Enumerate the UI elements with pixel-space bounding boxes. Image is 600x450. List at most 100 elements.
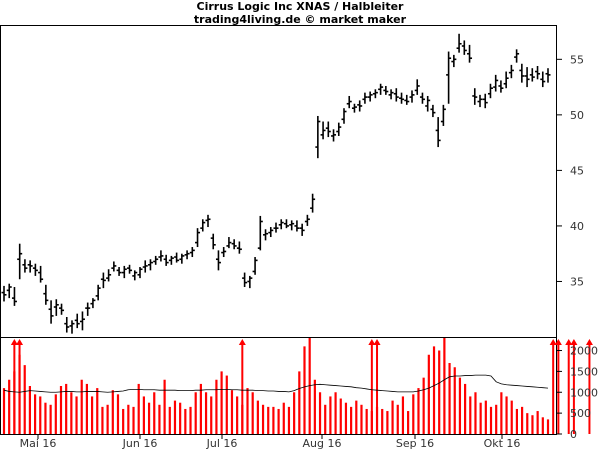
price-bar	[127, 264, 133, 274]
volume-overflow-arrow	[373, 339, 381, 434]
price-bar	[456, 33, 462, 53]
price-bar	[90, 298, 96, 309]
price-bar	[430, 104, 436, 118]
price-bar	[346, 95, 352, 109]
price-bar	[215, 250, 221, 271]
price-bar	[142, 260, 148, 273]
volume-bars-layer	[2, 338, 593, 434]
price-bar	[43, 284, 49, 305]
x-tick-label: Okt 16	[484, 437, 521, 450]
price-bar	[226, 237, 232, 249]
price-bar	[59, 303, 65, 315]
price-bar	[17, 243, 23, 280]
price-bar	[535, 65, 541, 80]
price-bar	[283, 219, 289, 229]
volume-y-tick-label: 2000	[570, 345, 598, 358]
price-bar	[168, 255, 174, 265]
volume-overflow-arrow	[585, 339, 593, 434]
x-tick-label: Jul 16	[206, 437, 238, 450]
price-bar	[493, 74, 499, 92]
price-bar	[32, 263, 38, 276]
price-panel-frame	[0, 25, 557, 338]
axis-layer: 35 40 45 50 55 0 500 1000 1500 2000 Mai 16 Jun 16 Ju…	[20, 53, 598, 450]
price-y-tick-label: 45	[570, 164, 584, 177]
price-bar	[508, 64, 514, 79]
price-bar	[414, 79, 420, 95]
price-bar	[294, 220, 300, 232]
volume-average-line	[3, 374, 549, 393]
price-bar	[367, 91, 373, 102]
price-bar	[22, 259, 28, 273]
x-tick-label: Mai 16	[20, 437, 57, 450]
volume-y-tick-label: 500	[570, 407, 591, 420]
price-bar	[195, 228, 201, 248]
price-bar	[85, 302, 91, 316]
price-bar	[263, 229, 269, 241]
price-bar	[100, 272, 106, 289]
price-bar	[331, 129, 337, 142]
price-bar	[372, 89, 378, 99]
volume-overflow-arrow	[554, 339, 562, 434]
price-bars-layer	[1, 33, 551, 334]
price-bar	[409, 90, 415, 103]
volume-y-tick-label: 0	[570, 428, 577, 441]
price-bar	[540, 71, 546, 88]
price-bar	[320, 121, 326, 140]
price-bar	[503, 71, 509, 89]
price-bar	[315, 115, 321, 159]
price-bar	[472, 88, 478, 105]
price-bar	[95, 284, 101, 301]
price-bar	[299, 223, 305, 236]
price-bar	[38, 265, 44, 283]
price-bar	[48, 300, 54, 324]
x-tick-label: Aug 16	[303, 437, 342, 450]
price-bar	[116, 267, 122, 276]
price-bar	[399, 92, 405, 104]
price-bar	[79, 311, 85, 331]
price-bar	[289, 220, 295, 231]
price-bar	[53, 299, 59, 316]
volume-panel-frame	[0, 337, 557, 435]
price-bar	[383, 85, 389, 95]
price-bar	[132, 270, 138, 281]
price-bar	[519, 63, 525, 83]
volume-overflow-arrow	[368, 339, 376, 434]
volume-overflow-arrow	[16, 339, 24, 434]
price-bar	[268, 227, 274, 238]
price-y-tick-label: 55	[570, 53, 584, 66]
price-bar	[153, 255, 159, 265]
price-bar	[273, 222, 279, 233]
price-bar	[529, 68, 535, 82]
price-bar	[27, 260, 33, 273]
volume-overflow-arrow	[238, 339, 246, 434]
volume-y-tick-label: 1000	[570, 386, 598, 399]
price-y-tick-label: 35	[570, 275, 584, 288]
price-bar	[482, 93, 488, 109]
price-bar	[242, 272, 248, 288]
price-bar	[147, 259, 153, 271]
price-bar	[111, 261, 117, 272]
price-bar	[487, 83, 493, 99]
price-bar	[467, 44, 473, 63]
price-bar	[106, 269, 112, 282]
price-bar	[514, 49, 520, 63]
price-bar	[158, 250, 164, 262]
volume-overflow-arrow	[570, 339, 578, 434]
price-bar	[393, 88, 399, 102]
x-tick-label: Jun 16	[122, 437, 158, 450]
price-bar	[446, 51, 452, 104]
price-bar	[69, 320, 75, 334]
price-bar	[362, 92, 368, 104]
price-bar	[404, 94, 410, 105]
price-bar	[451, 54, 457, 68]
price-bar	[278, 219, 284, 230]
price-bar	[425, 95, 431, 112]
price-bar	[252, 257, 258, 275]
price-bar	[325, 121, 331, 138]
price-bar	[231, 239, 237, 250]
price-bar	[524, 67, 530, 88]
price-bar	[304, 214, 310, 226]
price-y-tick-label: 40	[570, 220, 584, 233]
price-bar	[11, 287, 17, 306]
